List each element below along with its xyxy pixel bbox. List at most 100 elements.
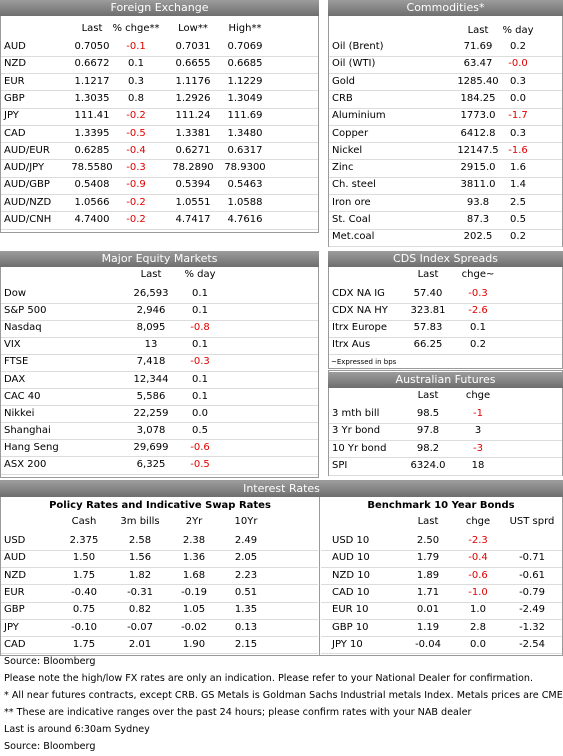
cell-value: 0.6271 — [175, 144, 211, 156]
row-label: JPY — [4, 110, 19, 122]
cell-value: -0.4 — [468, 552, 488, 564]
cell-value: 5,586 — [136, 390, 166, 402]
cell-value: 0.7069 — [227, 41, 263, 52]
cell-value: 0.1 — [470, 322, 486, 334]
row-label: Shanghai — [4, 424, 51, 436]
column-header: UST sprd — [509, 516, 555, 527]
row-rule — [321, 550, 562, 551]
row-rule — [329, 423, 562, 424]
footnote: ~Expressed in bps — [331, 358, 397, 366]
cell-value: 1.75 — [72, 569, 96, 581]
row-rule — [329, 211, 562, 212]
row-label: EUR — [4, 586, 25, 598]
column-header: 10Yr — [234, 516, 258, 527]
column-header: Cash — [71, 516, 97, 527]
cell-value: 2915.0 — [460, 162, 496, 174]
cell-value: 1.1229 — [227, 75, 263, 87]
cell-value: 1.3395 — [74, 127, 110, 139]
cell-value: 1.6 — [510, 162, 526, 174]
row-label: Zinc — [332, 162, 354, 174]
cell-value: 57.40 — [413, 288, 443, 299]
cell-value: 0.2 — [510, 41, 526, 52]
cell-value: 0.5 — [510, 214, 526, 225]
cell-value: 0.13 — [234, 621, 258, 633]
cell-value: -0.0 — [508, 58, 528, 70]
column-header: chge — [465, 390, 491, 401]
cell-value: 202.5 — [463, 231, 493, 243]
cell-value: 93.8 — [466, 196, 490, 208]
row-label: GBP — [4, 604, 25, 616]
row-rule — [329, 177, 562, 178]
cell-value: 78.5580 — [71, 162, 113, 174]
column-header: Last — [417, 269, 439, 280]
cell-value: -0.2 — [126, 110, 146, 122]
cell-value: -2.3 — [468, 535, 488, 546]
cell-value: 0.7050 — [74, 41, 110, 52]
row-rule — [329, 440, 562, 441]
cell-value: 0.2 — [510, 231, 526, 243]
row-label: Gold — [332, 75, 355, 87]
row-label: CAD 10 — [332, 586, 370, 598]
row-rule — [321, 653, 562, 654]
cell-value: 3,078 — [136, 424, 166, 436]
cell-value: 1773.0 — [460, 110, 496, 122]
cell-value: 1.90 — [182, 638, 206, 650]
row-label: Aluminium — [332, 110, 386, 122]
cell-value: -0.5 — [126, 127, 146, 139]
cell-value: 13 — [144, 339, 158, 351]
row-label: DAX — [4, 373, 26, 385]
row-label: 3 mth bill — [332, 408, 380, 419]
cell-value: 29,699 — [133, 441, 169, 453]
cell-value: 1.3035 — [74, 92, 110, 104]
row-label: CDX NA IG — [332, 288, 385, 299]
section-header: Interest Rates — [0, 481, 563, 497]
footer-note: Please note the high/low FX rates are on… — [4, 673, 534, 684]
row-rule — [1, 439, 318, 440]
cell-value: -0.8 — [190, 322, 210, 334]
cell-value: 1.50 — [72, 552, 96, 564]
cell-value: 0.5463 — [227, 179, 263, 191]
row-rule — [321, 636, 562, 637]
row-rule — [321, 567, 562, 568]
row-rule — [1, 602, 318, 603]
cell-value: 111.24 — [175, 110, 211, 122]
cell-value: 3811.0 — [460, 179, 496, 191]
cell-value: -0.04 — [415, 638, 441, 650]
row-label: AUD — [4, 41, 26, 52]
cell-value: -0.31 — [127, 586, 153, 598]
row-rule — [1, 584, 318, 585]
row-rule — [1, 229, 318, 230]
row-label: USD 10 — [332, 535, 370, 546]
row-rule — [1, 619, 318, 620]
row-rule — [1, 456, 318, 457]
section-header: Foreign Exchange — [0, 0, 319, 16]
cell-value: -0.3 — [190, 356, 210, 368]
cell-value: 6324.0 — [410, 459, 446, 471]
column-header: chge — [465, 516, 491, 527]
cell-value: 111.41 — [74, 110, 110, 122]
cell-value: 97.8 — [416, 425, 440, 437]
section-title: CDS Index Spreads — [393, 252, 498, 265]
section-title: Major Equity Markets — [101, 252, 218, 265]
row-label: Iron ore — [332, 196, 371, 208]
row-label: Oil (WTI) — [332, 58, 376, 70]
row-label: 3 Yr bond — [332, 425, 381, 437]
cell-value: -0.3 — [468, 288, 488, 299]
footer-note: * All near futures contracts, except CRB… — [4, 690, 563, 701]
cell-value: 1285.40 — [457, 75, 499, 87]
row-label: GBP — [4, 92, 25, 104]
cell-value: -1.7 — [508, 110, 528, 122]
section-title: Interest Rates — [243, 482, 320, 495]
row-rule — [1, 108, 318, 109]
row-label: Itrx Europe — [332, 322, 387, 334]
row-rule — [1, 211, 318, 212]
cell-value: 1.05 — [182, 604, 206, 616]
cell-value: 98.5 — [416, 408, 440, 419]
cell-value: 2.01 — [128, 638, 152, 650]
cell-value: 1.35 — [234, 604, 258, 616]
row-label: AUD 10 — [332, 552, 370, 564]
cell-value: 2.5 — [510, 196, 526, 208]
cell-value: 2.58 — [128, 535, 152, 546]
cell-value: 1.2926 — [175, 92, 211, 104]
row-label: Nasdaq — [4, 322, 42, 334]
